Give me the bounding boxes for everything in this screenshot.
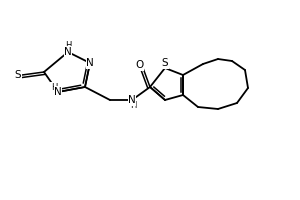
Text: N: N: [86, 58, 94, 68]
Text: N: N: [64, 47, 72, 57]
Text: H: H: [130, 102, 136, 110]
Text: O: O: [135, 60, 143, 70]
Text: S: S: [162, 58, 168, 68]
Text: S: S: [15, 70, 21, 80]
Text: H: H: [65, 42, 71, 50]
Text: N: N: [54, 87, 62, 97]
Text: H: H: [51, 82, 57, 92]
Text: N: N: [128, 95, 136, 105]
